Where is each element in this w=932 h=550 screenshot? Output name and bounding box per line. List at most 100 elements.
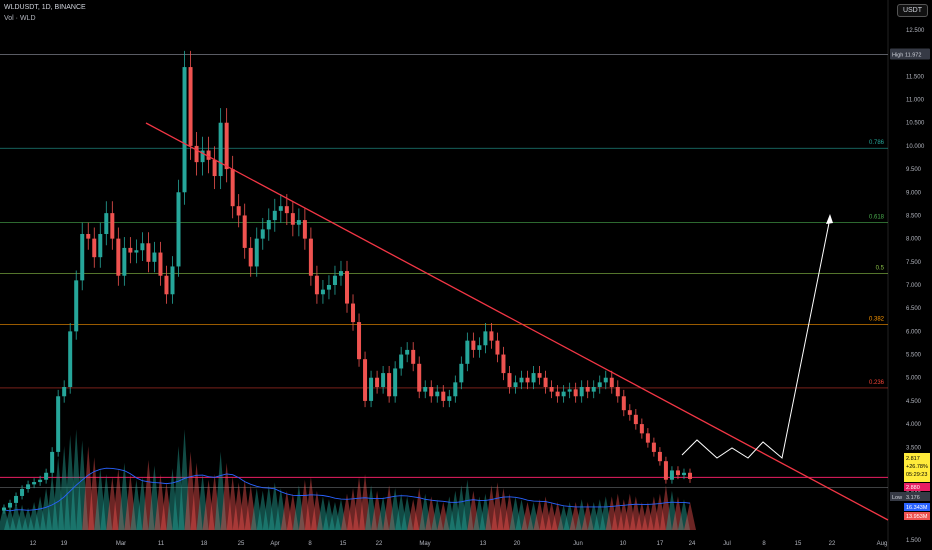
volume-bar-77 <box>461 479 474 530</box>
candle-body-60 <box>363 359 368 401</box>
y-tick-3: 11.000 <box>906 98 925 104</box>
candle-body-38 <box>230 169 235 207</box>
y-tick-5: 10.000 <box>906 144 925 150</box>
x-tick-11: 13 <box>480 541 487 547</box>
x-tick-21: Aug <box>877 541 888 547</box>
volume-bar-26 <box>154 474 167 530</box>
vol1-badge-value: 16.343M <box>906 505 928 511</box>
volume-bar-106 <box>635 502 648 530</box>
volume-bar-112 <box>671 496 684 530</box>
candle-body-13 <box>80 234 85 281</box>
candle-body-45 <box>272 210 277 221</box>
candle-body-104 <box>627 410 632 415</box>
candle-body-47 <box>284 206 289 214</box>
volume-bar-56 <box>334 499 347 530</box>
candle-body-12 <box>74 280 79 332</box>
symbol-title[interactable]: WLDUSDT, 1D, BINANCE <box>4 4 86 11</box>
candle-body-24 <box>146 243 151 262</box>
volume-bar-21 <box>124 474 137 530</box>
y-tick-22: 1.500 <box>906 538 922 544</box>
candle-body-4 <box>26 484 31 489</box>
candle-body-26 <box>158 252 163 276</box>
volume-bar-51 <box>304 476 317 530</box>
volume-bar-41 <box>244 485 257 530</box>
currency-button[interactable]: USDT <box>896 4 928 17</box>
candle-body-85 <box>513 382 518 387</box>
volume-bar-7 <box>40 488 53 530</box>
volume-bar-2 <box>10 502 23 530</box>
volume-bar-10 <box>58 446 71 530</box>
y-tick-0: 12.500 <box>906 28 925 34</box>
candle-body-95 <box>573 389 578 397</box>
candle-body-63 <box>381 373 386 387</box>
candle-body-66 <box>399 354 404 369</box>
candle-body-37 <box>224 122 229 170</box>
x-tick-16: 24 <box>689 541 696 547</box>
y-tick-18: 3.500 <box>906 445 922 451</box>
x-tick-0: 12 <box>30 541 37 547</box>
candle-body-72 <box>435 391 440 397</box>
volume-bar-24 <box>142 460 155 530</box>
volume-bar-58 <box>347 488 360 530</box>
volume-bar-103 <box>617 499 630 530</box>
candle-body-70 <box>423 387 428 392</box>
candle-body-69 <box>417 363 422 392</box>
projection-path <box>681 217 831 459</box>
volume-bar-29 <box>172 446 185 530</box>
volume-bar-94 <box>563 502 576 530</box>
candle-body-101 <box>609 377 614 387</box>
volume-bar-78 <box>467 490 480 530</box>
volume-bar-1 <box>4 507 17 530</box>
volume-bar-100 <box>599 496 612 530</box>
candle-body-98 <box>591 387 596 392</box>
candle-body-53 <box>320 289 325 295</box>
candle-body-50 <box>302 220 307 239</box>
volume-bar-27 <box>160 482 173 530</box>
volume-bar-59 <box>353 476 366 530</box>
candle-body-92 <box>555 391 560 397</box>
volume-bar-48 <box>286 493 299 530</box>
candle-body-52 <box>314 275 319 295</box>
volume-bar-34 <box>202 479 215 530</box>
volume-bar-104 <box>623 493 636 530</box>
fib-label-2: 0.5 <box>876 265 885 271</box>
candle-body-19 <box>116 238 121 276</box>
high-badge-value: 11.972 <box>905 52 921 58</box>
volume-indicator-legend[interactable]: Vol · WLD <box>4 15 36 22</box>
x-tick-3: 11 <box>158 541 165 547</box>
candle-body-15 <box>92 238 97 258</box>
candle-body-34 <box>206 150 211 160</box>
candle-body-75 <box>453 382 458 397</box>
candle-body-97 <box>585 387 590 392</box>
projection-arrowhead <box>826 214 833 224</box>
candle-body-108 <box>651 442 656 452</box>
volume-bar-11 <box>64 434 77 530</box>
symbol-text: WLDUSDT, 1D, BINANCE <box>4 4 86 11</box>
candle-body-7 <box>44 472 49 480</box>
volume-bar-63 <box>377 496 390 530</box>
volume-bar-6 <box>34 496 47 530</box>
candle-body-112 <box>675 470 680 476</box>
volume-bar-38 <box>226 476 239 530</box>
candle-body-6 <box>38 479 43 483</box>
volume-bar-73 <box>437 502 450 530</box>
volume-bar-44 <box>262 485 275 530</box>
candle-body-89 <box>537 373 542 378</box>
y-tick-9: 8.000 <box>906 237 922 243</box>
volume-bar-107 <box>641 502 654 530</box>
volume-bar-90 <box>539 496 552 530</box>
candle-body-32 <box>194 145 199 163</box>
volume-bar-40 <box>238 479 251 530</box>
candle-body-17 <box>104 213 109 234</box>
fib-label-3: 0.382 <box>869 316 885 322</box>
volume-bar-15 <box>88 457 101 530</box>
volume-bar-105 <box>629 496 642 530</box>
volume-bar-23 <box>136 476 149 530</box>
volume-bar-12 <box>70 429 83 530</box>
x-tick-1: 19 <box>61 541 68 547</box>
candle-body-42 <box>254 238 259 267</box>
candle-body-59 <box>357 322 362 360</box>
volume-bar-25 <box>148 465 161 530</box>
